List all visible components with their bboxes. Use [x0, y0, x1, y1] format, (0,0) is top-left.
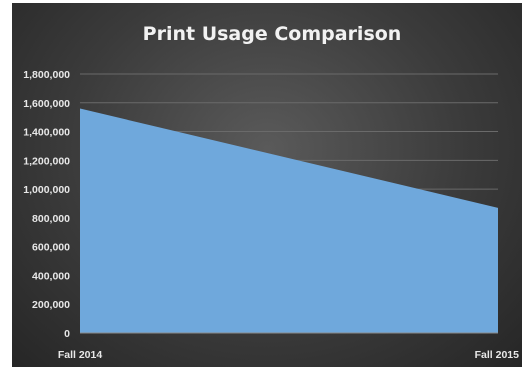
y-tick-label: 1,800,000 — [23, 69, 70, 81]
y-tick-label: 600,000 — [32, 242, 70, 254]
y-tick-label: 200,000 — [32, 299, 70, 311]
y-tick-label: 1,000,000 — [23, 184, 70, 196]
y-tick-label: 0 — [64, 328, 70, 340]
y-tick-label: 1,200,000 — [23, 155, 70, 167]
x-tick-label: Fall 2015 — [475, 349, 520, 361]
y-tick-label: 1,400,000 — [23, 127, 70, 139]
y-axis: 0 200,000 400,000 600,000 800,000 1,000,000 1,… — [23, 69, 70, 340]
x-axis: Fall 2014 Fall 2015 — [58, 349, 519, 361]
y-tick-label: 1,600,000 — [23, 98, 70, 110]
y-tick-label: 400,000 — [32, 270, 70, 282]
y-tick-label: 800,000 — [32, 213, 70, 225]
plot-area — [80, 109, 498, 333]
chart-title: Print Usage Comparison — [143, 23, 402, 45]
area-series — [80, 109, 498, 333]
x-tick-label: Fall 2014 — [58, 349, 103, 361]
